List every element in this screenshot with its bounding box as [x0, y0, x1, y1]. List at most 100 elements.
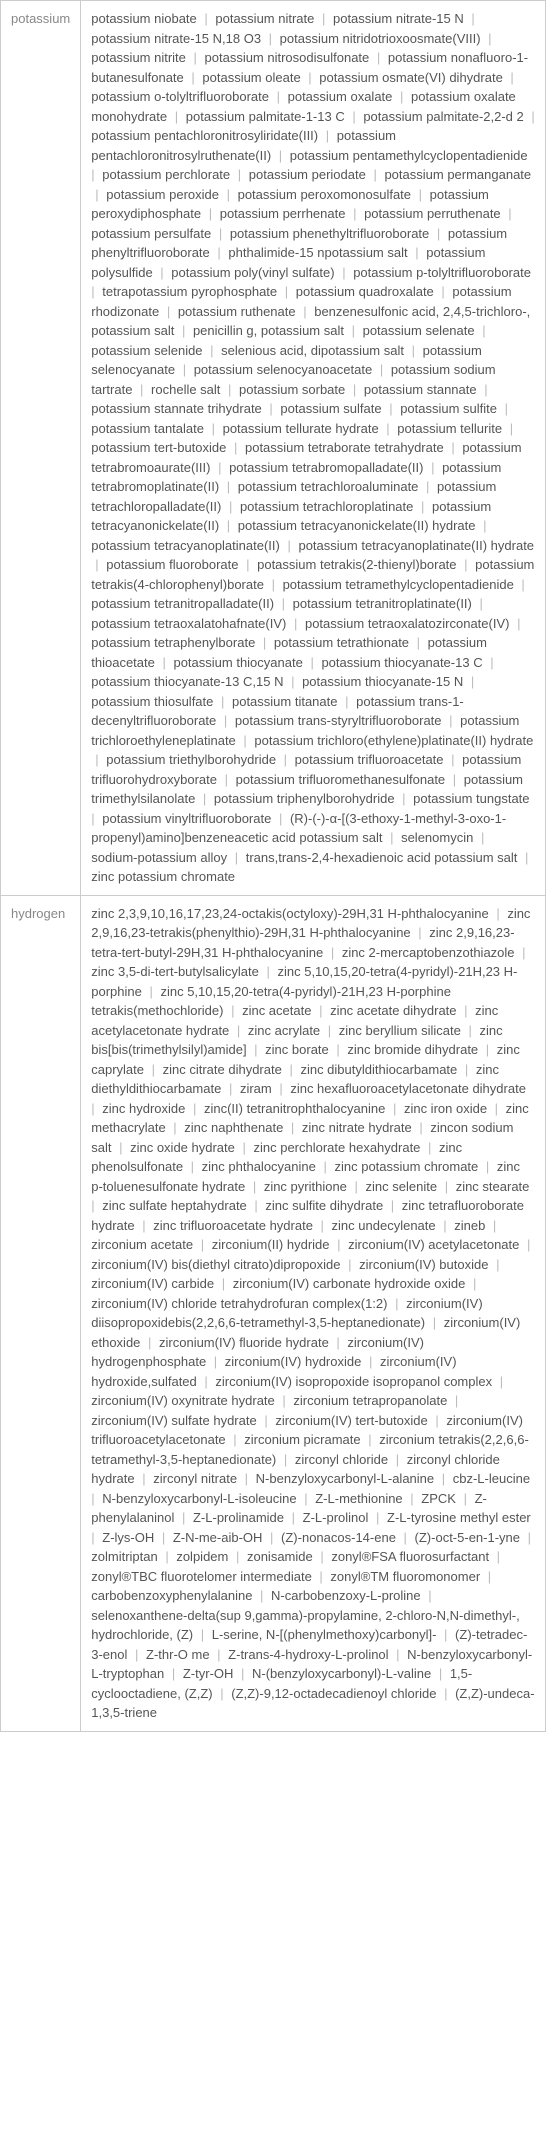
chemical-item: (Z,Z)-9,12-octadecadienoyl chloride	[231, 1686, 436, 1701]
separator: |	[275, 1393, 294, 1408]
row-label: potassium	[1, 1, 81, 896]
separator: |	[442, 713, 461, 728]
chemical-item: Z-L-prolinol	[303, 1510, 369, 1525]
separator: |	[159, 304, 178, 319]
separator: |	[361, 1354, 380, 1369]
chemical-item: (Z)-oct-5-en-1-yne	[415, 1530, 520, 1545]
separator: |	[223, 1003, 242, 1018]
separator: |	[345, 382, 364, 397]
separator: |	[91, 752, 106, 767]
separator: |	[344, 323, 363, 338]
separator: |	[213, 1686, 232, 1701]
chemical-item: potassium tungstate	[413, 791, 529, 806]
chemical-item: zinc sulfite dihydrate	[265, 1198, 383, 1213]
separator: |	[476, 518, 491, 533]
separator: |	[296, 304, 315, 319]
chemical-item: zinc stearate	[456, 1179, 530, 1194]
separator: |	[409, 635, 428, 650]
chemical-item: L-serine, N-[(phenylmethoxy)carbonyl]-	[212, 1627, 437, 1642]
separator: |	[475, 323, 490, 338]
chemical-item: zonyl®TM fluoromonomer	[330, 1569, 480, 1584]
separator: |	[497, 401, 512, 416]
table-row: potassiumpotassium niobate | potassium n…	[1, 1, 546, 896]
separator: |	[389, 1647, 408, 1662]
separator: |	[489, 1549, 504, 1564]
chemical-item: N-carbobenzoxy-L-proline	[271, 1588, 421, 1603]
chemical-item: zinc iron oxide	[404, 1101, 487, 1116]
separator: |	[262, 1530, 281, 1545]
separator: |	[167, 109, 186, 124]
chemical-item: potassium osmate(VI) dihydrate	[319, 70, 503, 85]
separator: |	[320, 1023, 339, 1038]
separator: |	[221, 499, 240, 514]
chemical-item: potassium stannate	[364, 382, 477, 397]
separator: |	[142, 984, 161, 999]
separator: |	[503, 70, 518, 85]
chemical-item: Z-lys-OH	[102, 1530, 154, 1545]
chemical-item: potassium fluoroborate	[106, 557, 238, 572]
chemical-item: zinc sulfate heptahydrate	[102, 1198, 247, 1213]
separator: |	[280, 538, 299, 553]
chemical-item: zirconium(IV) fluoride hydrate	[159, 1335, 329, 1350]
chemical-item: potassium trans-styryltrifluoroborate	[235, 713, 442, 728]
separator: |	[257, 1413, 276, 1428]
table-row: hydrogenzinc 2,3,9,10,16,17,23,24-octaki…	[1, 895, 546, 1731]
separator: |	[492, 1374, 507, 1389]
chemical-item: Z-L-prolinamide	[193, 1510, 284, 1525]
separator: |	[501, 206, 516, 221]
chemical-item: tetrapotassium pyrophosphate	[102, 284, 277, 299]
chemical-item: zinc(II) tetranitrophthalocyanine	[204, 1101, 385, 1116]
chemical-item: potassium nitridotrioxoosmate(VIII)	[280, 31, 481, 46]
chemical-item: potassium sorbate	[239, 382, 345, 397]
chemical-item: zinc citrate dihydrate	[163, 1062, 282, 1077]
separator: |	[193, 1627, 212, 1642]
chemical-item: zirconium(IV) carbonate hydroxide oxide	[233, 1276, 466, 1291]
separator: |	[345, 109, 364, 124]
separator: |	[457, 557, 476, 572]
chemical-item: N-(benzyloxycarbonyl)-L-valine	[252, 1666, 431, 1681]
separator: |	[519, 1237, 534, 1252]
separator: |	[276, 752, 295, 767]
separator: |	[272, 1081, 291, 1096]
separator: |	[412, 1120, 431, 1135]
chemical-item: Z-L-methionine	[315, 1491, 402, 1506]
chemical-item: zinc undecylenate	[332, 1218, 436, 1233]
separator: |	[329, 1042, 348, 1057]
chemical-item: potassium perrhenate	[220, 206, 346, 221]
chemical-item: potassium tantalate	[91, 421, 204, 436]
separator: |	[395, 791, 414, 806]
chemical-item: zirconium(IV) sulfate hydrate	[91, 1413, 256, 1428]
separator: |	[233, 1666, 252, 1681]
chemical-item: potassium sulfite	[400, 401, 497, 416]
chemical-item: selenomycin	[401, 830, 473, 845]
separator: |	[323, 945, 342, 960]
chemical-item: potassium permanganate	[384, 167, 531, 182]
separator: |	[211, 226, 230, 241]
chemical-item: zinc dibutyldithiocarbamate	[300, 1062, 457, 1077]
chemical-item: zinc acetate	[242, 1003, 311, 1018]
separator: |	[174, 1510, 193, 1525]
chemical-item: potassium tetrachloroplatinate	[240, 499, 413, 514]
separator: |	[214, 1276, 233, 1291]
separator: |	[259, 964, 278, 979]
chemical-item: potassium trichloro(ethylene)platinate(I…	[254, 733, 533, 748]
chemical-item: potassium tetramethylcyclopentadienide	[283, 577, 514, 592]
separator: |	[312, 1569, 331, 1584]
separator: |	[447, 1393, 462, 1408]
separator: |	[217, 772, 236, 787]
separator: |	[338, 694, 357, 709]
chemical-item: potassium nitrite	[91, 50, 186, 65]
separator: |	[487, 1101, 506, 1116]
separator: |	[463, 674, 478, 689]
chemical-item: zirconyl chloride	[295, 1452, 388, 1467]
chemical-item: trans,trans-2,4-hexadienoic acid potassi…	[246, 850, 518, 865]
chemical-item: zinc potassium chromate	[91, 869, 235, 884]
separator: |	[303, 655, 322, 670]
chemical-item: potassium tetraphenylborate	[91, 635, 255, 650]
chemical-item: selenious acid, dipotassium salt	[221, 343, 404, 358]
chemical-item: potassium quadroxalate	[296, 284, 434, 299]
separator: |	[184, 70, 203, 85]
chemical-item: (Z)-nonacos-14-ene	[281, 1530, 396, 1545]
separator: |	[420, 1140, 439, 1155]
separator: |	[186, 50, 205, 65]
